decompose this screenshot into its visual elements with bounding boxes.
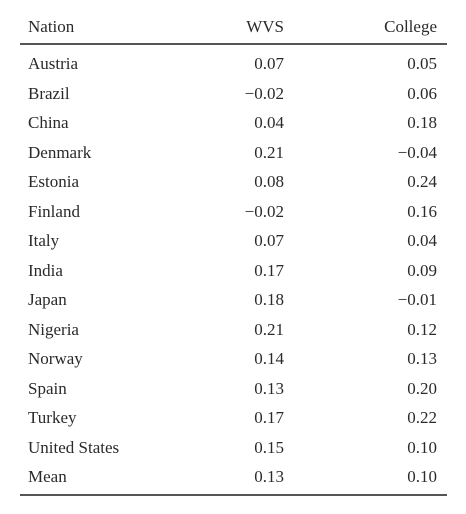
cell-nation: Denmark xyxy=(28,142,92,162)
cell-college: 0.13 xyxy=(407,349,437,368)
cell-wvs: −0.02 xyxy=(244,83,284,103)
cell-wvs: 0.15 xyxy=(254,437,284,457)
table-row: Norway 0.14 0.13 xyxy=(20,344,447,374)
cell-wvs: 0.13 xyxy=(254,378,284,398)
cell-nation: Estonia xyxy=(28,172,79,191)
table-row: Estonia 0.08 0.24 xyxy=(20,167,447,197)
data-table-container: Nation WVS College Austria 0.07 0.05 Brazil… xyxy=(20,10,447,496)
cell-college: 0.10 xyxy=(283,462,447,496)
cell-college: 0.12 xyxy=(407,319,437,339)
table-row: Austria 0.07 0.05 xyxy=(20,44,447,79)
cell-nation: Brazil xyxy=(28,83,70,103)
table-row: Brazil −0.02 0.06 xyxy=(20,79,447,109)
cell-nation: Japan xyxy=(28,290,67,309)
table-row: Turkey 0.17 0.22 xyxy=(20,403,447,433)
table-row: Spain 0.13 0.20 xyxy=(20,374,447,404)
cell-wvs: 0.08 xyxy=(254,172,284,191)
table-header: Nation WVS College xyxy=(20,10,447,45)
cell-nation: Italy xyxy=(28,231,60,250)
header-wvs: WVS xyxy=(210,10,284,45)
cell-nation: Spain xyxy=(28,378,67,398)
table-row: Denmark 0.21 −0.04 xyxy=(20,138,447,168)
cell-wvs: 0.21 xyxy=(254,319,284,339)
header-row: Nation WVS College xyxy=(20,10,447,45)
table-row: China 0.04 0.18 xyxy=(20,108,447,138)
cell-wvs: 0.17 xyxy=(254,260,284,280)
cell-nation: Norway xyxy=(28,349,83,368)
table-row: Italy 0.07 0.04 xyxy=(20,226,447,256)
cell-wvs: 0.07 xyxy=(254,231,284,250)
header-nation: Nation xyxy=(20,10,211,45)
cell-wvs: −0.02 xyxy=(244,201,284,221)
cell-nation: India xyxy=(28,260,63,280)
cell-wvs: 0.14 xyxy=(254,349,284,368)
cell-college: −0.01 xyxy=(397,290,437,309)
table-row: United States 0.15 0.10 xyxy=(20,433,447,463)
cell-nation: Finland xyxy=(28,201,80,221)
cell-wvs: 0.04 xyxy=(254,113,284,132)
header-college: College xyxy=(283,10,447,45)
table-row: Nigeria 0.21 0.12 xyxy=(20,315,447,345)
cell-nation: Nigeria xyxy=(28,319,79,339)
table-body: Austria 0.07 0.05 Brazil −0.02 0.06 China 0.04 0… xyxy=(20,44,447,496)
cell-college: 0.22 xyxy=(407,408,437,427)
cell-nation: United States xyxy=(28,437,120,457)
table-row: India 0.17 0.09 xyxy=(20,256,447,286)
table-row: Mean 0.13 0.10 xyxy=(20,462,447,496)
cell-college: 0.24 xyxy=(407,172,437,191)
cell-wvs: 0.17 xyxy=(254,408,284,427)
cell-wvs: 0.18 xyxy=(254,290,284,309)
cell-college: 0.09 xyxy=(407,260,437,280)
cell-nation: Turkey xyxy=(28,408,77,427)
cell-college: 0.18 xyxy=(407,113,437,132)
table-row: Japan 0.18 −0.01 xyxy=(20,285,447,315)
cell-nation: Mean xyxy=(20,462,211,496)
cell-college: 0.04 xyxy=(407,231,437,250)
cell-college: 0.06 xyxy=(407,83,437,103)
cell-wvs: 0.13 xyxy=(210,462,284,496)
cell-college: 0.05 xyxy=(407,54,437,73)
table-row: Finland −0.02 0.16 xyxy=(20,197,447,227)
cell-college: 0.16 xyxy=(407,201,437,221)
nation-correlation-table: Nation WVS College Austria 0.07 0.05 Brazil… xyxy=(20,10,447,496)
cell-nation: China xyxy=(28,113,69,132)
cell-college: −0.04 xyxy=(397,142,437,162)
cell-wvs: 0.07 xyxy=(254,54,284,73)
cell-nation: Austria xyxy=(28,54,79,73)
cell-college: 0.10 xyxy=(407,437,437,457)
cell-wvs: 0.21 xyxy=(254,142,284,162)
cell-college: 0.20 xyxy=(407,378,437,398)
